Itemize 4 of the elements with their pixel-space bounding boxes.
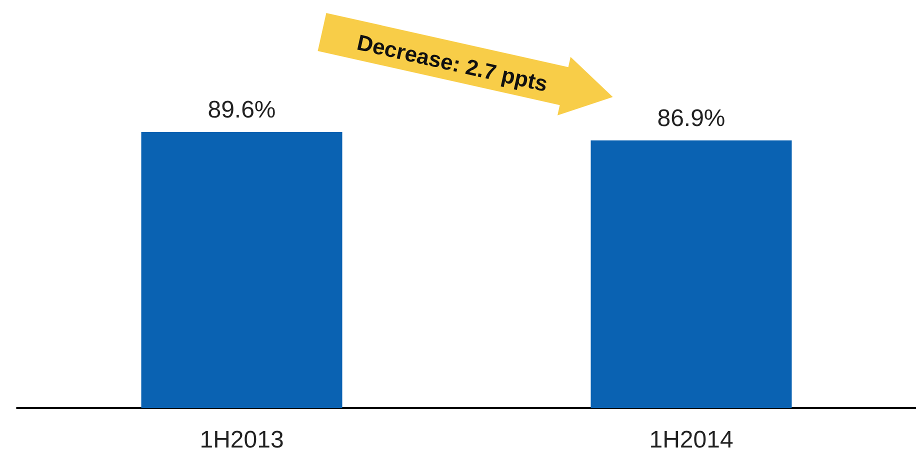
x-tick-label: 1H2014 <box>649 426 734 452</box>
x-tick-label: 1H2013 <box>200 426 284 452</box>
data-label: 89.6% <box>208 96 276 124</box>
data-label: 86.9% <box>657 104 726 132</box>
